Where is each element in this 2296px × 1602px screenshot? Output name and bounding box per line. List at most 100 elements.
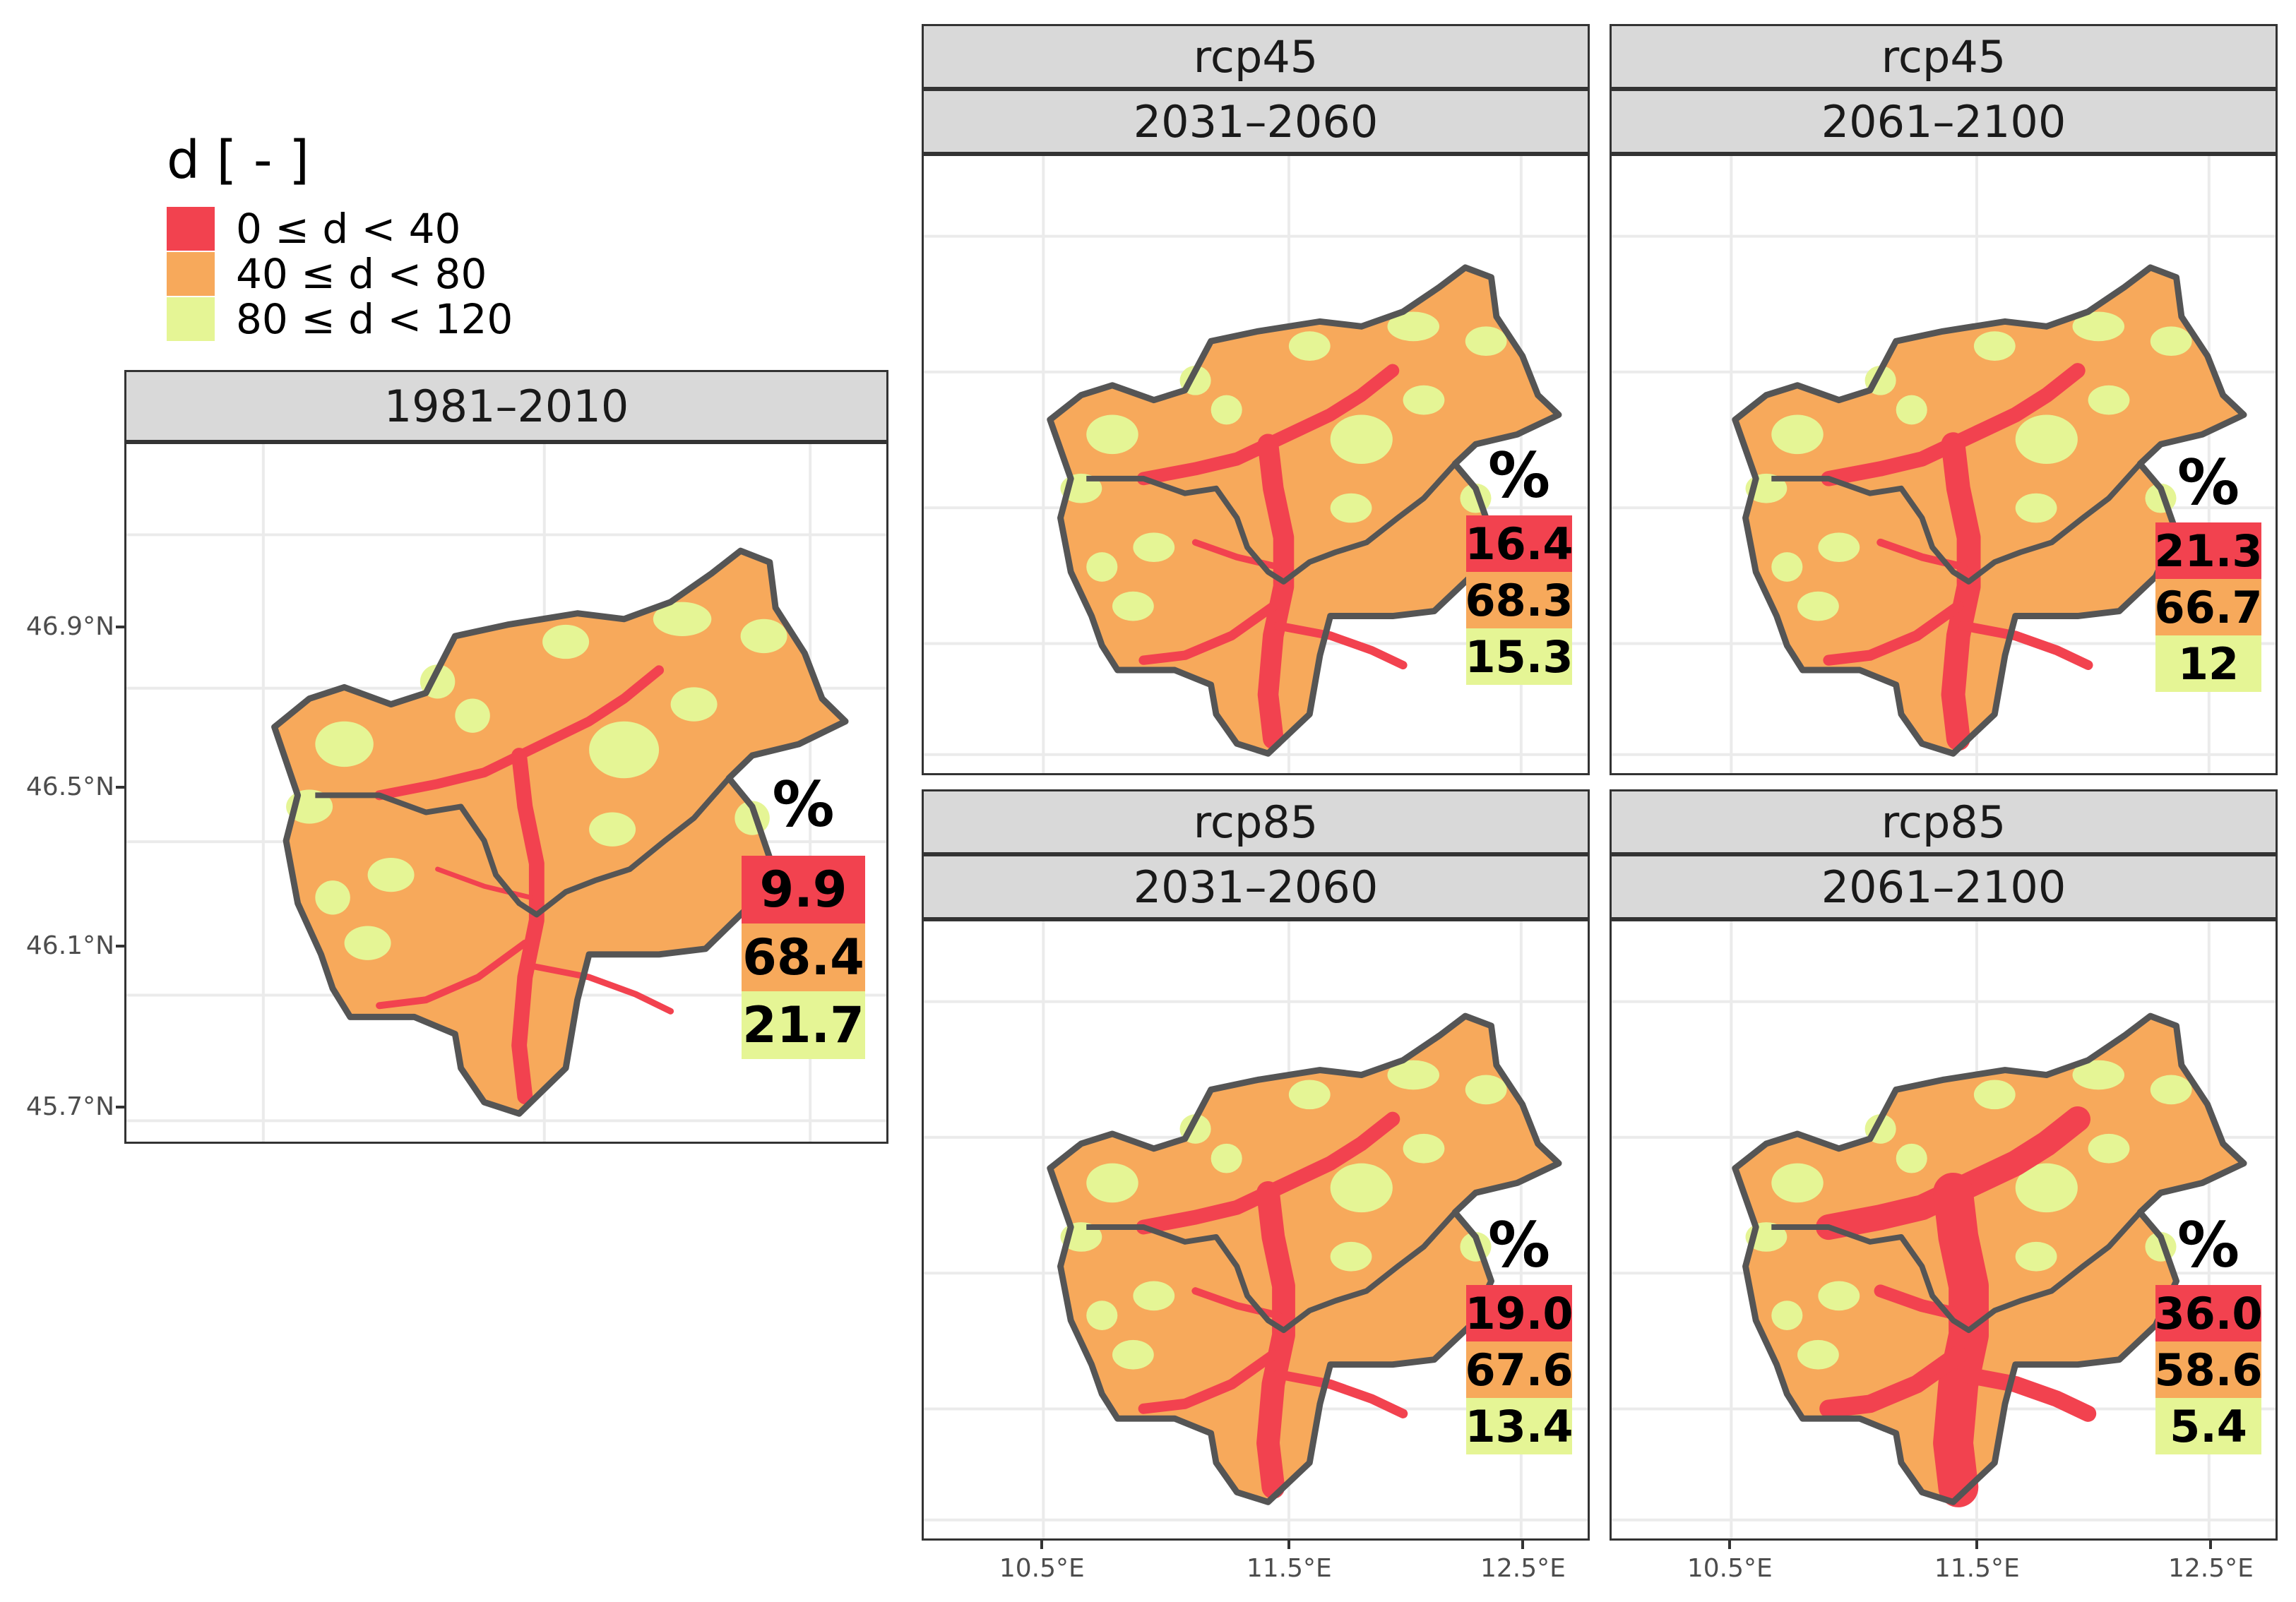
x-tick-label: 12.5°E <box>1480 1554 1566 1583</box>
internal-boundary <box>1771 1210 2143 1333</box>
cool-area <box>1330 1163 1393 1213</box>
panel-strip-scenario: rcp45 <box>922 24 1590 89</box>
cool-area <box>740 618 787 654</box>
percent-title: % <box>2177 446 2240 519</box>
valley-area <box>1256 1180 1295 1499</box>
panel-strip-period: 1981–2010 <box>124 370 888 442</box>
valley-area <box>1273 1369 1408 1418</box>
valley-area <box>1257 434 1295 750</box>
panel-strip-period: 2031–2060 <box>922 89 1590 154</box>
percent-box-orange: 58.6 <box>2155 1341 2263 1398</box>
cool-area <box>2150 1075 2192 1105</box>
legend-label-orange: 40 ≤ d < 80 <box>236 250 487 298</box>
cool-area <box>1211 395 1242 425</box>
y-tick-mark <box>116 626 124 628</box>
valley-area <box>1136 1111 1400 1235</box>
y-tick-label: 46.5°N <box>25 772 114 801</box>
panel-strip-period: 2061–2100 <box>1610 89 2278 154</box>
percent-title: % <box>1487 439 1551 512</box>
percent-title: % <box>772 768 835 841</box>
percent-box-green: 5.4 <box>2155 1398 2261 1454</box>
cool-area <box>2150 326 2192 357</box>
cool-area <box>670 687 718 722</box>
cool-area <box>1330 493 1372 523</box>
x-tick-label: 10.5°E <box>1687 1554 1773 1583</box>
cool-area <box>1330 1241 1372 1272</box>
internal-boundary <box>1086 462 1458 585</box>
cool-area <box>1133 1281 1175 1311</box>
percent-box-orange: 68.3 <box>1465 572 1574 628</box>
x-tick-mark <box>1975 1541 1979 1549</box>
y-tick-label: 46.1°N <box>25 931 114 960</box>
cool-area <box>1771 1301 1803 1331</box>
cool-area <box>2072 311 2125 342</box>
cool-area <box>1797 591 1839 621</box>
x-tick-mark <box>2209 1541 2213 1549</box>
region-outline <box>1047 264 1562 757</box>
cool-area <box>1112 591 1154 621</box>
x-tick-mark <box>1040 1541 1044 1549</box>
cool-area <box>1288 1080 1331 1110</box>
cool-area <box>1330 414 1393 465</box>
x-tick-label: 10.5°E <box>999 1554 1085 1583</box>
cool-area <box>1387 1060 1440 1090</box>
cool-area <box>1818 1281 1860 1311</box>
cool-area <box>1465 326 1507 357</box>
cool-area <box>1086 414 1138 455</box>
percent-title: % <box>2177 1209 2240 1281</box>
cool-area <box>2015 1163 2078 1213</box>
cool-area <box>1771 1163 1824 1203</box>
percent-box-green: 13.4 <box>1465 1398 1574 1454</box>
percent-box-red: 36.0 <box>2155 1285 2263 1341</box>
cool-area <box>1403 1133 1445 1164</box>
percent-box-red: 9.9 <box>742 856 865 923</box>
region-outline <box>1732 1012 2247 1505</box>
x-tick-label: 12.5°E <box>2167 1554 2254 1583</box>
legend-title: d [ - ] <box>167 130 309 191</box>
cool-area <box>1771 552 1803 582</box>
valley-area <box>1138 601 1278 665</box>
y-tick-label: 45.7°N <box>25 1092 114 1121</box>
cool-area <box>2072 1060 2125 1090</box>
valley-area <box>1136 364 1400 486</box>
cool-area <box>367 857 415 892</box>
cool-area <box>1797 1339 1839 1370</box>
percent-box-orange: 67.6 <box>1465 1341 1574 1398</box>
cool-area <box>1288 331 1331 361</box>
internal-boundary <box>315 776 732 918</box>
percent-box-orange: 66.7 <box>2155 579 2263 635</box>
percent-box-red: 21.3 <box>2155 522 2263 579</box>
cool-area <box>455 698 490 733</box>
cool-area <box>1973 331 2016 361</box>
percent-box-green: 15.3 <box>1465 628 1574 685</box>
panel-strip-scenario: rcp85 <box>922 789 1590 854</box>
legend-swatch-red <box>167 207 215 251</box>
cool-area <box>589 812 636 847</box>
cool-area <box>2015 414 2078 465</box>
map-panel <box>124 442 888 1144</box>
valley-area <box>528 962 674 1015</box>
valley-area <box>1138 1349 1279 1414</box>
valley-area <box>1941 432 1981 751</box>
y-tick-mark <box>116 945 124 948</box>
region-outline <box>1732 264 2247 757</box>
cool-area <box>1112 1339 1154 1370</box>
legend-label-green: 80 ≤ d < 120 <box>236 295 513 343</box>
percent-box-red: 16.4 <box>1465 515 1574 572</box>
map-svg <box>1612 156 2276 773</box>
x-tick-label: 11.5°E <box>1246 1554 1332 1583</box>
panel-strip-scenario: rcp45 <box>1610 24 2278 89</box>
cool-area <box>1387 311 1440 342</box>
valley-area <box>1955 1365 2097 1422</box>
cool-area <box>315 721 374 767</box>
x-tick-label: 11.5°E <box>1934 1554 2020 1583</box>
cool-area <box>2088 1133 2130 1164</box>
valley-area <box>1823 600 1964 666</box>
internal-boundary <box>1771 462 2143 585</box>
valley-area <box>435 866 534 900</box>
legend-item-red: 0 ≤ d < 40 <box>167 205 460 253</box>
percent-box-green: 21.7 <box>742 991 865 1059</box>
cool-area <box>1896 1143 1927 1173</box>
region-outline <box>271 547 849 1117</box>
